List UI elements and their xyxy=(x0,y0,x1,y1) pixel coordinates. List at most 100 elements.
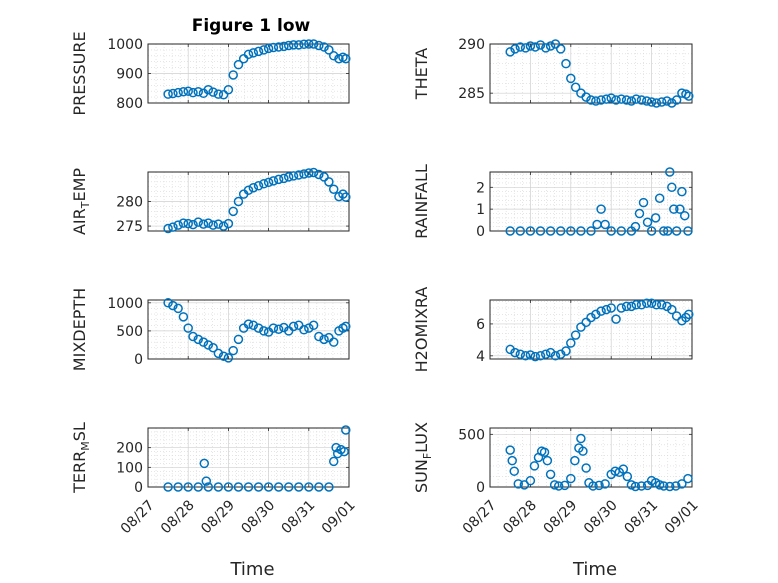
y-tick-label: 1000 xyxy=(107,296,143,312)
data-point xyxy=(253,46,264,57)
data-point xyxy=(600,219,610,230)
x-tick-label: 08/31 xyxy=(279,497,319,537)
data-point xyxy=(188,331,198,342)
data-point xyxy=(576,322,586,332)
data-point xyxy=(671,226,682,236)
panel-h2omixra: 4 6 H2OMIXRA xyxy=(412,287,694,373)
y-tick-label: 4 xyxy=(476,349,485,365)
data-point xyxy=(168,88,178,99)
data-point xyxy=(163,298,173,308)
data-point xyxy=(193,482,203,492)
panel-mixdepth: 0 500 1000 MIXDEPTH xyxy=(70,288,351,371)
data-point xyxy=(213,89,224,99)
data-point xyxy=(658,481,669,491)
data-point xyxy=(314,331,324,342)
data-point xyxy=(618,464,629,474)
data-point xyxy=(626,301,637,312)
data-point xyxy=(535,351,546,361)
y-tick-label: 900 xyxy=(116,67,143,83)
data-point xyxy=(611,95,621,105)
data-point xyxy=(656,97,667,107)
data-point xyxy=(646,97,657,107)
y-axis-label: H2OMIXRA xyxy=(412,287,431,373)
data-point xyxy=(530,42,540,52)
data-point xyxy=(545,469,556,480)
data-point xyxy=(268,323,279,333)
data-point xyxy=(529,461,540,471)
data-point xyxy=(570,82,581,93)
data-point xyxy=(630,481,641,492)
data-point xyxy=(520,351,531,361)
data-point xyxy=(268,176,279,186)
data-point xyxy=(294,40,304,50)
data-point xyxy=(243,49,254,60)
data-point xyxy=(576,226,586,236)
y-axis-label: RAINFALL xyxy=(412,164,431,239)
data-point xyxy=(308,320,319,331)
data-point xyxy=(505,47,515,57)
data-point xyxy=(631,300,641,310)
data-point xyxy=(338,189,348,199)
panel-pressure: 800 900 1000 PRESSURE xyxy=(70,31,351,116)
data-point xyxy=(193,87,203,97)
data-point xyxy=(294,482,304,492)
data-point xyxy=(616,303,627,313)
y-axis-label: THETA xyxy=(412,48,431,100)
data-point xyxy=(535,226,546,236)
data-point xyxy=(319,334,329,345)
data-point xyxy=(253,482,264,492)
x-tick-label: 08/30 xyxy=(581,497,621,537)
x-tick-label: 08/27 xyxy=(460,497,500,537)
data-point xyxy=(638,197,649,208)
data-point xyxy=(510,44,520,54)
y-tick-label: 2 xyxy=(476,180,485,196)
data-point xyxy=(667,98,677,108)
data-point xyxy=(646,226,657,236)
data-point xyxy=(223,482,234,492)
panel-terr: 08/27 08/28 08/29 08/30 08/31 09/01 0 100 200 TER… xyxy=(70,422,359,580)
data-point xyxy=(662,96,672,106)
data-point xyxy=(658,226,669,236)
axes-outline xyxy=(489,171,693,232)
y-tick-label: 200 xyxy=(116,441,143,457)
data-point xyxy=(213,219,224,229)
data-point xyxy=(578,446,588,456)
y-tick-label: 285 xyxy=(458,86,485,102)
data-point xyxy=(178,312,189,322)
data-point xyxy=(273,482,284,492)
data-point xyxy=(218,89,229,100)
panel-air: 275 280 AIRTEMP xyxy=(70,168,351,235)
data-point xyxy=(667,182,677,193)
data-point xyxy=(248,48,259,58)
data-point xyxy=(510,347,520,358)
data-point xyxy=(173,482,183,492)
data-point xyxy=(288,171,299,181)
data-point xyxy=(203,482,214,492)
x-axis-label: Time xyxy=(229,559,274,580)
data-point xyxy=(173,220,183,230)
data-point xyxy=(505,226,515,236)
data-point xyxy=(198,337,209,347)
data-point xyxy=(218,351,229,361)
data-point xyxy=(233,482,244,492)
data-point xyxy=(288,321,299,332)
data-point xyxy=(541,349,551,359)
data-point xyxy=(509,466,519,476)
y-tick-label: 0 xyxy=(476,480,485,496)
x-tick-label: 08/27 xyxy=(118,497,158,537)
y-tick-label: 500 xyxy=(458,427,485,443)
data-point xyxy=(665,481,675,492)
data-point xyxy=(163,89,173,99)
data-point xyxy=(677,186,687,197)
axes-outline xyxy=(147,43,350,104)
data-point xyxy=(283,482,294,492)
y-tick-label: 100 xyxy=(116,460,143,476)
data-point xyxy=(203,84,214,95)
data-point xyxy=(259,326,269,336)
data-point xyxy=(636,481,647,491)
data-point xyxy=(248,320,259,331)
data-point xyxy=(328,337,339,347)
data-point xyxy=(314,40,324,51)
data-point xyxy=(550,351,561,361)
